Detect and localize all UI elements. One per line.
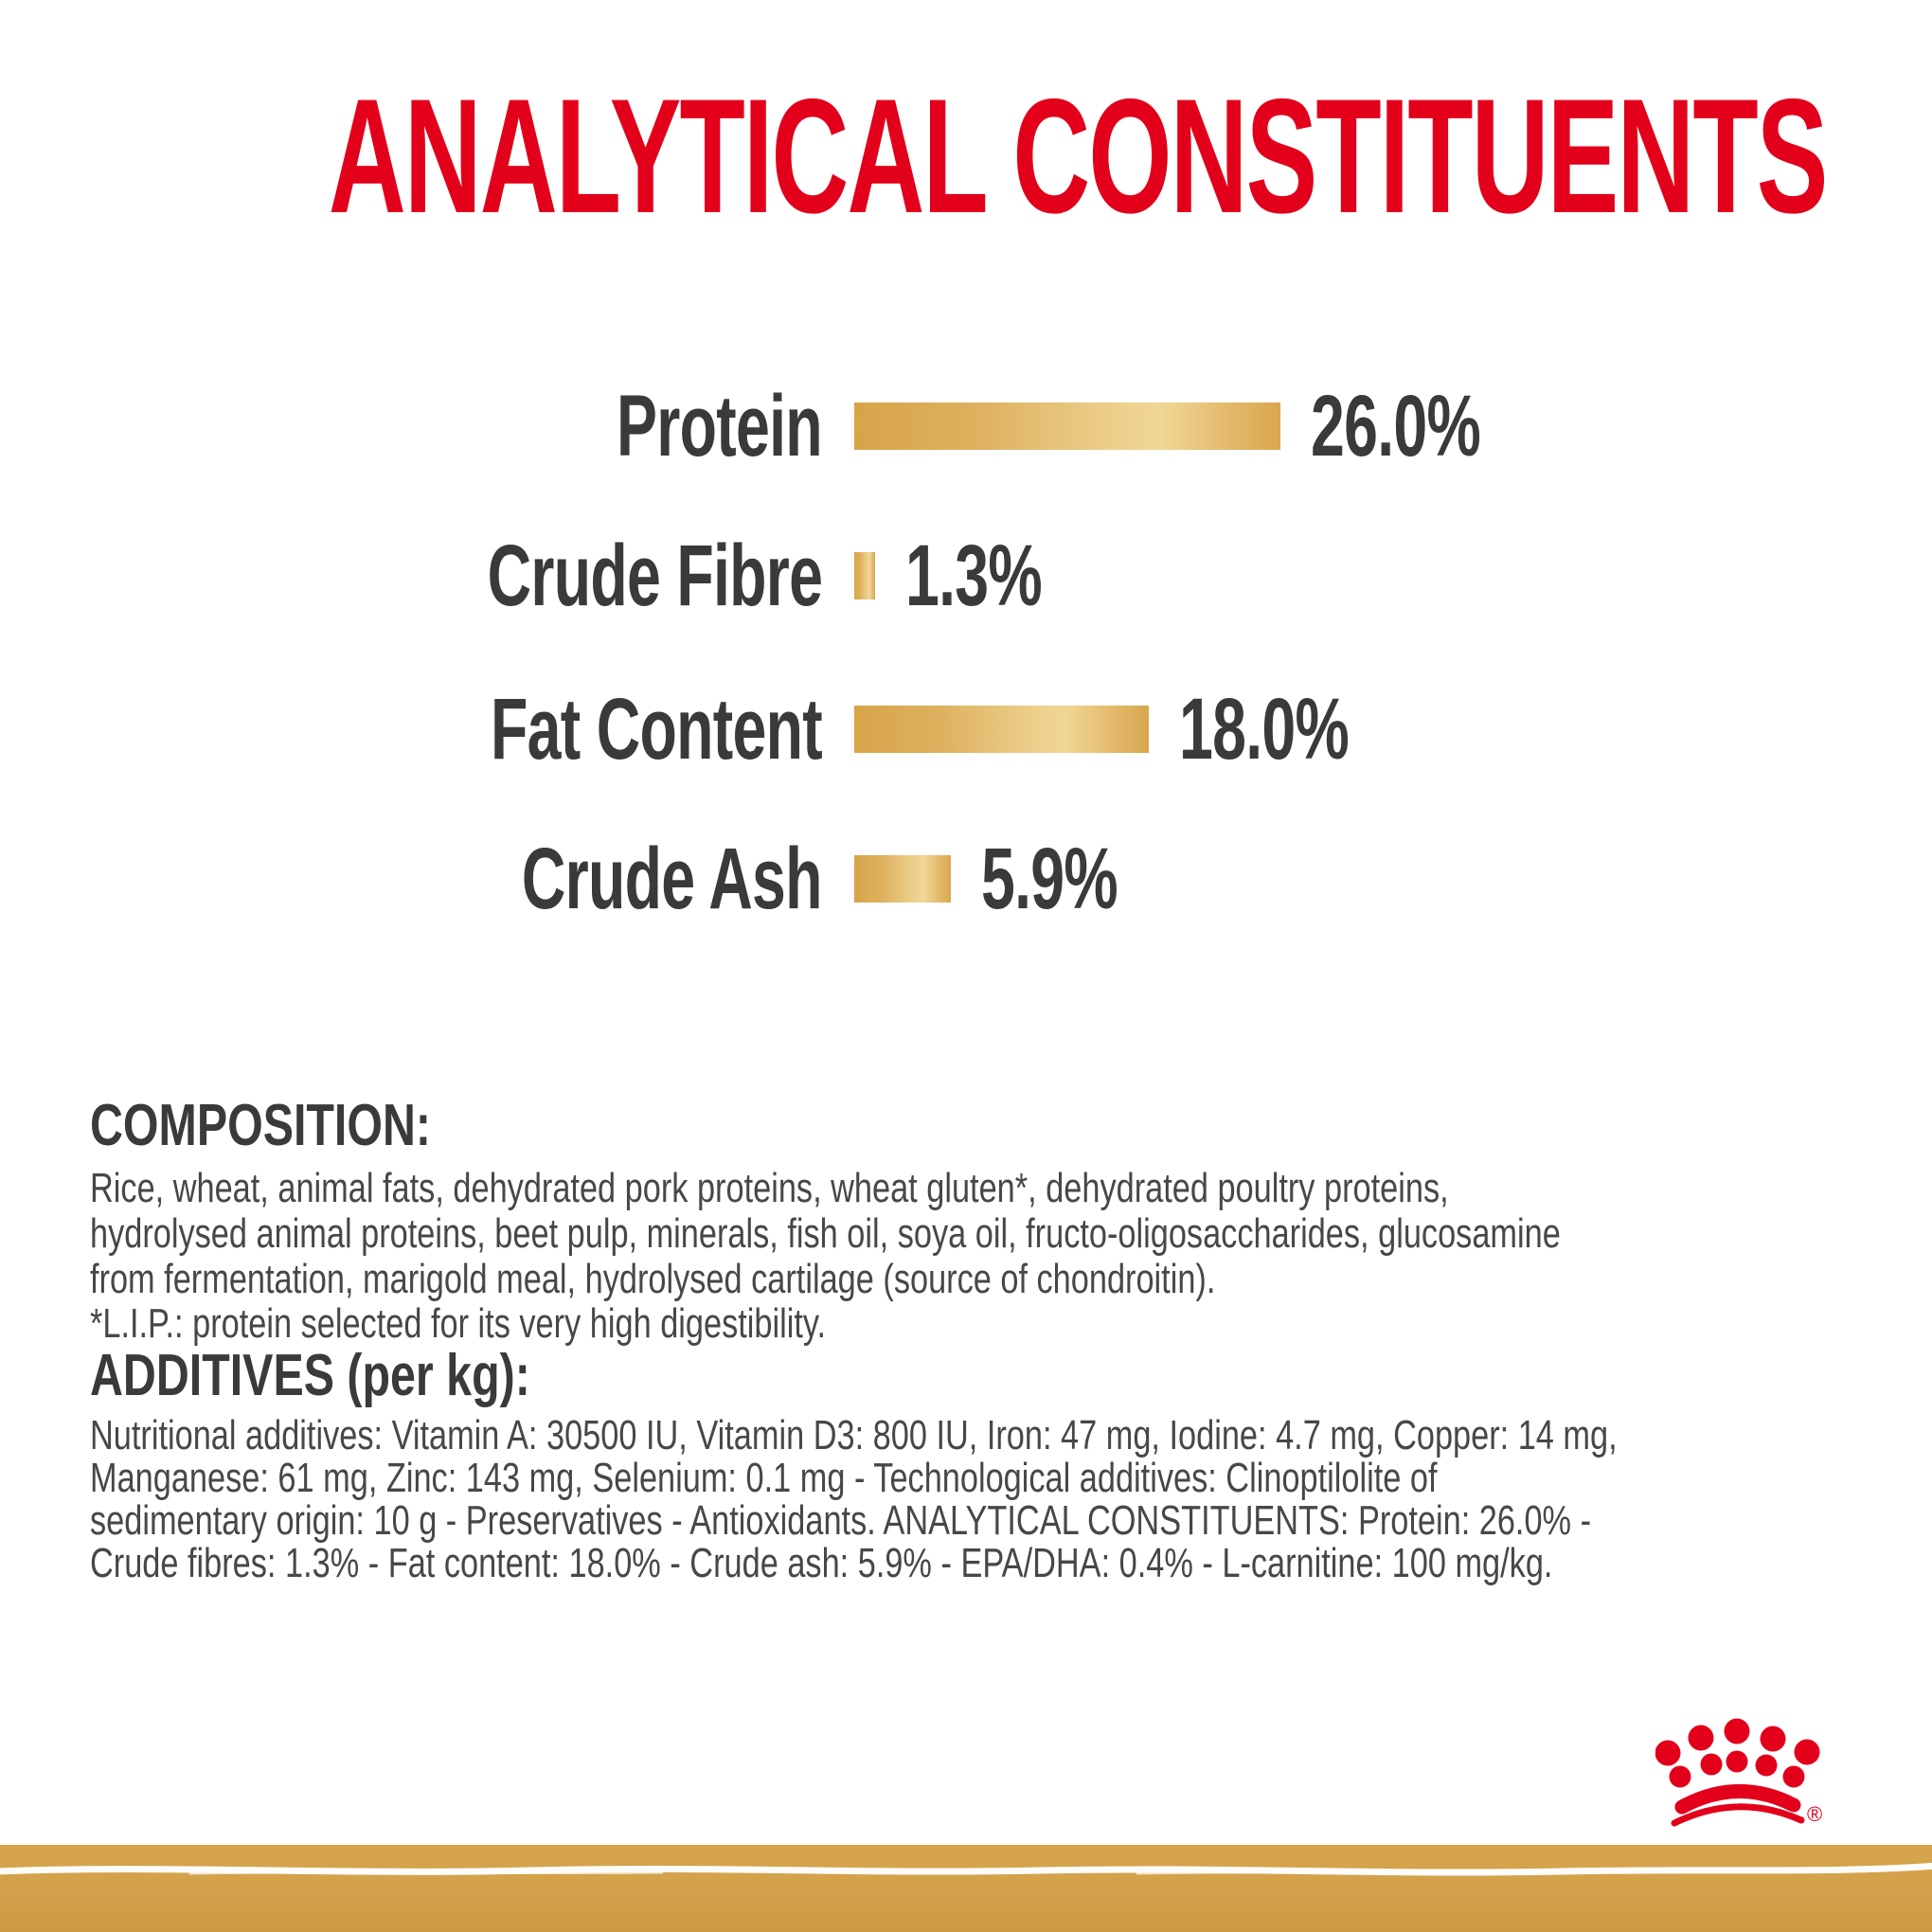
footer-gold-band: [0, 1845, 1932, 1932]
composition-text-line: from fermentation, marigold meal, hydrol…: [90, 1256, 1216, 1302]
crown-band-thin: [1671, 1803, 1805, 1827]
page-title: ANALYTICAL CONSTITUENTS: [328, 65, 1829, 247]
bar-value: 5.9%: [981, 831, 1118, 927]
crown-pearl: [1655, 1740, 1681, 1766]
composition-heading: COMPOSITION:: [90, 1093, 432, 1158]
crown-pearl: [1669, 1765, 1691, 1788]
additives-text-line: Crude fibres: 1.3% - Fat content: 18.0% …: [90, 1540, 1553, 1586]
chart-row-protein: Protein 26.0%: [0, 374, 1932, 478]
registered-mark: ®: [1807, 1802, 1822, 1826]
bar: [854, 552, 875, 599]
additives-text-line: Nutritional additives: Vitamin A: 30500 …: [90, 1412, 1618, 1458]
bar: [854, 855, 951, 903]
bar-label: Protein: [617, 378, 823, 474]
crown-pearl: [1755, 1754, 1778, 1777]
additives-text-line: Manganese: 61 mg, Zinc: 143 mg, Selenium…: [90, 1455, 1438, 1501]
composition-text-line: hydrolysed animal proteins, beet pulp, m…: [90, 1210, 1561, 1257]
bar-label: Crude Fibre: [487, 528, 822, 624]
additives-heading: ADDITIVES (per kg):: [90, 1343, 530, 1408]
bar-label: Crude Ash: [522, 831, 823, 927]
crown-band-thick: [1674, 1784, 1801, 1815]
royal-canin-crown-logo: ®: [1655, 1718, 1822, 1827]
chart-row-fat-content: Fat Content 18.0%: [0, 677, 1932, 781]
bar-value: 18.0%: [1179, 681, 1350, 778]
bar-label: Fat Content: [490, 681, 823, 778]
chart-row-crude-fibre: Crude Fibre 1.3%: [0, 524, 1932, 628]
bar-value: 1.3%: [905, 528, 1043, 624]
footer-brush-streak: [0, 1862, 1932, 1876]
crown-pearl: [1782, 1765, 1805, 1788]
bar: [854, 706, 1149, 753]
lip-footnote-line: *L.I.P.: protein selected for its very h…: [90, 1300, 827, 1347]
crown-pearl: [1760, 1726, 1786, 1752]
crown-pearl: [1794, 1739, 1820, 1765]
crown-pearl: [1700, 1753, 1723, 1776]
crown-pearl: [1724, 1718, 1750, 1744]
analytical-constituents-chart: Protein 26.0% Crude Fibre 1.3% Fat Conte…: [0, 374, 1932, 931]
composition-text-line: Rice, wheat, animal fats, dehydrated por…: [90, 1165, 1449, 1211]
bar: [854, 402, 1280, 450]
crown-pearl: [1726, 1750, 1748, 1773]
crown-pearl: [1688, 1725, 1714, 1751]
bar-value: 26.0%: [1311, 378, 1481, 474]
additives-text-line: sedimentary origin: 10 g - Preservatives…: [90, 1497, 1592, 1544]
chart-row-crude-ash: Crude Ash 5.9%: [0, 827, 1932, 931]
